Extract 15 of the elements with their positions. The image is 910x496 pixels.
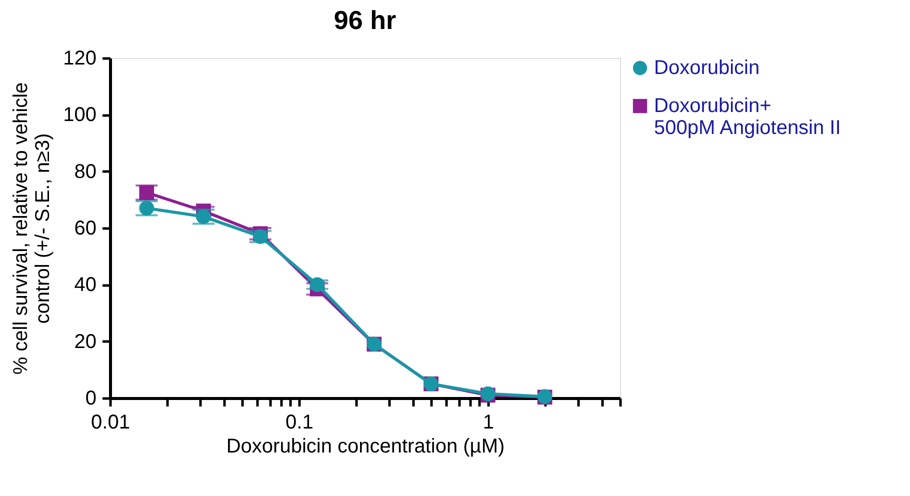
legend-label: Doxorubicin+ 500pM Angiotensin II	[654, 95, 841, 139]
chart-title: 96 hr	[334, 5, 396, 35]
y-tick-label: 60	[74, 218, 96, 240]
y-tick-label: 80	[74, 160, 96, 183]
y-tick-label: 100	[63, 104, 96, 126]
x-tick-label: 1	[482, 412, 494, 434]
y-tick-label: 120	[63, 48, 96, 70]
x-axis-title: Doxorubicin concentration (µM)	[226, 436, 505, 458]
legend-label: Doxorubicin	[654, 57, 760, 79]
x-tick-label: 0.01	[91, 412, 130, 434]
y-tick-label: 40	[74, 274, 96, 296]
x-tick-label: 0.1	[286, 412, 314, 434]
y-tick-label: 0	[85, 388, 96, 410]
y-tick-label: 20	[74, 330, 96, 353]
y-axis-title: % cell survival, relative to vehicle control (+/- S.E., n≥3)	[10, 82, 54, 375]
